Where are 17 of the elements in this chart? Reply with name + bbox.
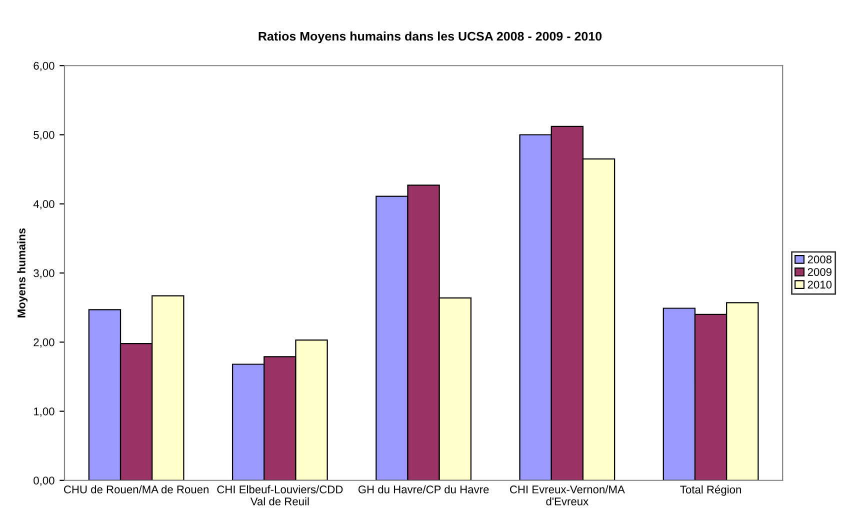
y-tick-label: 6,00 bbox=[34, 62, 54, 72]
x-tick-label: Total Région bbox=[680, 485, 741, 496]
x-tick-label: CHI Evreux-Vernon/MA d'Evreux bbox=[510, 485, 625, 506]
x-tick-label: CHI Elbeuf-Louviers/CDD Val de Reuil bbox=[217, 485, 343, 506]
y-axis-title: Moyens humains bbox=[17, 228, 28, 318]
legend-label: 2009 bbox=[808, 268, 832, 276]
y-tick-label: 2,00 bbox=[34, 338, 54, 348]
y-tick-label: 0,00 bbox=[34, 476, 54, 486]
legend-label: 2010 bbox=[808, 280, 832, 289]
chart-title: Ratios Moyens humains dans les UCSA 2008 - 2009 - 2010 bbox=[258, 32, 602, 44]
y-tick-label: 1,00 bbox=[34, 408, 54, 417]
y-tick-label: 5,00 bbox=[34, 131, 54, 140]
x-tick-label: GH du Havre/CP du Havre bbox=[358, 485, 489, 494]
y-tick-label: 4,00 bbox=[33, 200, 54, 210]
y-tick-label: 3,00 bbox=[34, 269, 54, 278]
x-tick-label: CHU de Rouen/MA de Rouen bbox=[64, 485, 208, 494]
legend-label: 2008 bbox=[808, 256, 832, 264]
